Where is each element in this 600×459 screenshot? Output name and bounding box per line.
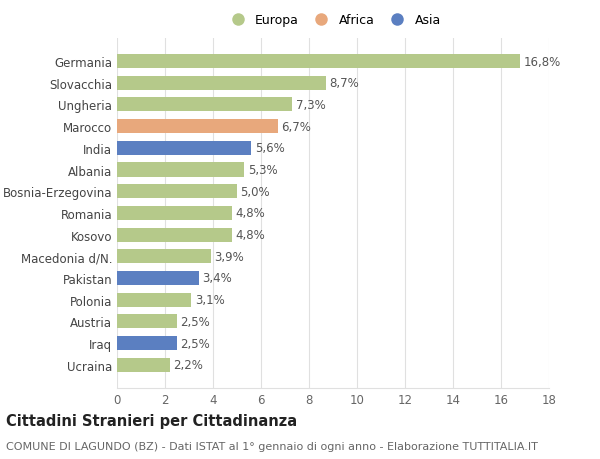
Text: 4,8%: 4,8% [236, 229, 266, 241]
Bar [117, 77, 326, 90]
Text: 5,6%: 5,6% [255, 142, 285, 155]
Legend: Europa, Africa, Asia: Europa, Africa, Asia [225, 14, 441, 27]
Bar [117, 185, 237, 199]
Text: 8,7%: 8,7% [329, 77, 359, 90]
Text: 2,5%: 2,5% [181, 315, 211, 328]
Text: 3,4%: 3,4% [202, 272, 232, 285]
Bar [117, 250, 211, 264]
Text: 6,7%: 6,7% [281, 120, 311, 133]
Bar [117, 336, 177, 350]
Text: Cittadini Stranieri per Cittadinanza: Cittadini Stranieri per Cittadinanza [6, 413, 297, 428]
Bar [117, 55, 520, 69]
Bar [117, 120, 278, 134]
Text: 2,2%: 2,2% [173, 358, 203, 371]
Text: 7,3%: 7,3% [296, 99, 326, 112]
Text: 4,8%: 4,8% [236, 207, 266, 220]
Text: 16,8%: 16,8% [524, 56, 561, 68]
Bar [117, 314, 177, 329]
Bar [117, 271, 199, 285]
Text: COMUNE DI LAGUNDO (BZ) - Dati ISTAT al 1° gennaio di ogni anno - Elaborazione TU: COMUNE DI LAGUNDO (BZ) - Dati ISTAT al 1… [6, 441, 538, 451]
Bar [117, 163, 244, 177]
Bar [117, 141, 251, 156]
Bar [117, 228, 232, 242]
Text: 5,0%: 5,0% [241, 185, 270, 198]
Bar [117, 207, 232, 220]
Bar [117, 98, 292, 112]
Text: 5,3%: 5,3% [248, 164, 277, 177]
Text: 3,9%: 3,9% [214, 250, 244, 263]
Text: 2,5%: 2,5% [181, 337, 211, 350]
Text: 3,1%: 3,1% [195, 294, 225, 307]
Bar [117, 293, 191, 307]
Bar [117, 358, 170, 372]
